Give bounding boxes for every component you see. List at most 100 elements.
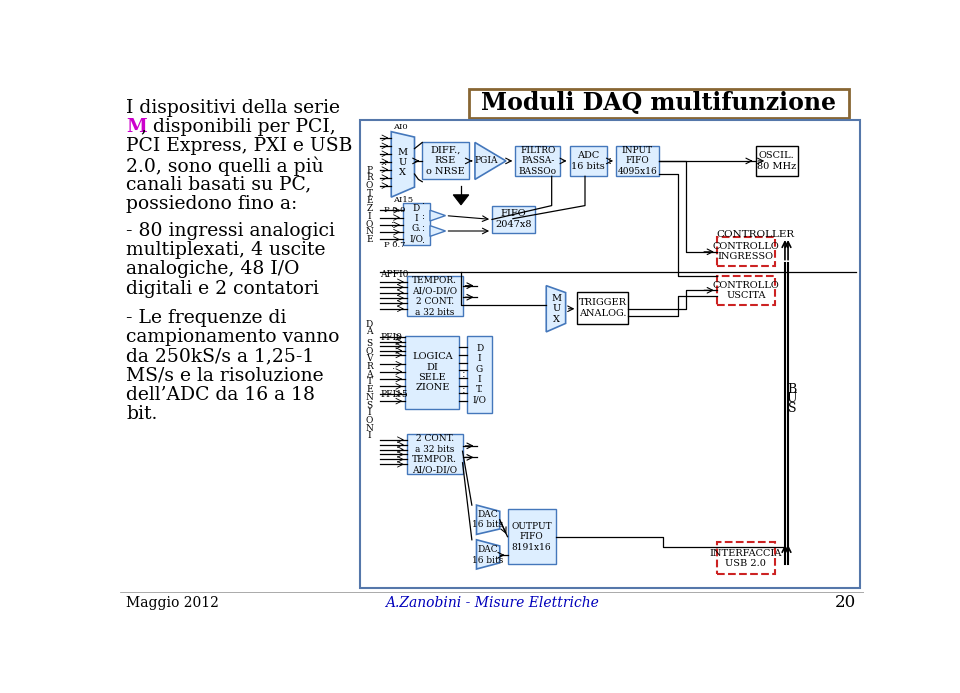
Text: P: P [367, 166, 372, 175]
Text: CONTROLLO
INGRESSO: CONTROLLO INGRESSO [712, 242, 780, 261]
Bar [717, 542, 775, 574]
Text: O: O [366, 181, 373, 190]
Text: M
U
X: M U X [397, 148, 408, 177]
Bar [756, 146, 798, 176]
Polygon shape [430, 226, 445, 236]
Text: OSCIL.
80 MHz: OSCIL. 80 MHz [757, 151, 797, 170]
Text: A: A [367, 370, 372, 378]
Bar [508, 509, 556, 564]
Text: MS/s e la risoluzione: MS/s e la risoluzione [126, 367, 324, 385]
Text: multiplexati, 4 uscite: multiplexati, 4 uscite [126, 241, 325, 259]
Text: :: : [384, 158, 388, 167]
Text: ·
·
·: · · · [422, 199, 425, 232]
Text: PGIA: PGIA [474, 157, 497, 166]
Text: E: E [366, 385, 372, 394]
Text: O: O [366, 416, 373, 425]
Text: 20: 20 [835, 595, 856, 611]
Text: M
U
X: M U X [551, 294, 562, 324]
Text: A: A [367, 327, 372, 336]
Bar [516, 146, 561, 176]
Text: DIFF.,
RSE
o NRSE: DIFF., RSE o NRSE [426, 146, 465, 176]
Text: D
I
G.
I/O: D I G. I/O [409, 204, 423, 244]
Polygon shape [453, 195, 468, 205]
Text: possiedono fino a:: possiedono fino a: [126, 195, 298, 213]
Text: A.Zanobini - Misure Elettriche: A.Zanobini - Misure Elettriche [385, 596, 599, 610]
Text: U: U [786, 392, 797, 405]
Text: S: S [367, 401, 372, 410]
Text: S: S [787, 402, 796, 414]
Text: E: E [366, 197, 372, 205]
Text: I dispositivi della serie: I dispositivi della serie [126, 98, 340, 116]
Text: DAC
16 bits: DAC 16 bits [472, 545, 504, 565]
Text: , disponibili per PCI,: , disponibili per PCI, [141, 118, 336, 136]
Text: - Le frequenze di: - Le frequenze di [126, 309, 287, 327]
Text: APFI0: APFI0 [380, 270, 409, 279]
Text: T: T [367, 378, 372, 387]
Text: 2.0, sono quelli a più: 2.0, sono quelli a più [126, 157, 324, 176]
Polygon shape [546, 286, 565, 332]
Text: :: : [462, 369, 466, 379]
Text: Maggio 2012: Maggio 2012 [126, 596, 219, 610]
Text: - 80 ingressi analogici: - 80 ingressi analogici [126, 222, 335, 240]
Text: CONTROLLER: CONTROLLER [717, 229, 795, 238]
Text: P 0.0: P 0.0 [383, 207, 405, 214]
Text: V: V [367, 354, 372, 363]
Text: R: R [366, 362, 372, 371]
Text: 2 CONT.
a 32 bits
TEMPOR.
AI/O-DI/O: 2 CONT. a 32 bits TEMPOR. AI/O-DI/O [412, 435, 457, 475]
Bar [422, 143, 468, 179]
Text: TEMPOR.
AI/O-DI/O
2 CONT.
a 32 bits: TEMPOR. AI/O-DI/O 2 CONT. a 32 bits [412, 277, 457, 317]
Polygon shape [475, 143, 506, 179]
Text: DAC
16 bits: DAC 16 bits [472, 510, 504, 529]
Text: D: D [366, 319, 373, 328]
Polygon shape [392, 132, 415, 197]
Text: I: I [368, 212, 372, 221]
Bar [403, 202, 430, 245]
Text: O: O [366, 220, 373, 229]
Text: OUTPUT
FIFO
8191x16: OUTPUT FIFO 8191x16 [512, 522, 552, 552]
Bar [407, 277, 463, 317]
Text: O: O [366, 346, 373, 356]
Text: :: : [608, 155, 612, 168]
Bar [616, 146, 659, 176]
Bar [468, 89, 849, 118]
Text: FIFO
2047x8: FIFO 2047x8 [495, 209, 532, 229]
Bar [717, 276, 775, 305]
Bar [577, 292, 628, 324]
Text: bit.: bit. [126, 405, 157, 423]
Text: D
I
G
I
T.
I/O: D I G I T. I/O [472, 344, 487, 405]
Text: P 0.7: P 0.7 [383, 241, 405, 249]
Text: PFI15: PFI15 [380, 389, 408, 398]
Text: T: T [367, 188, 372, 198]
Text: LOGICA
DI
SELE
ZIONE: LOGICA DI SELE ZIONE [412, 352, 452, 392]
Text: PFI0: PFI0 [380, 333, 402, 342]
Text: AI15: AI15 [393, 196, 413, 204]
Bar [405, 335, 460, 409]
Bar [407, 435, 463, 474]
Text: AI0: AI0 [393, 123, 407, 131]
Text: B: B [787, 383, 797, 396]
Text: M: M [126, 118, 147, 136]
Text: ADC
16 bits: ADC 16 bits [571, 151, 605, 170]
Bar [569, 146, 607, 176]
Text: ·
·
·: · · · [422, 214, 425, 247]
Bar [717, 237, 775, 266]
Text: :: : [391, 219, 395, 229]
Text: :: : [392, 365, 396, 376]
Text: I: I [368, 431, 372, 440]
Text: Z: Z [367, 204, 372, 213]
Text: canali basati su PC,: canali basati su PC, [126, 175, 311, 193]
Text: digitali e 2 contatori: digitali e 2 contatori [126, 279, 319, 297]
Text: dell’ADC da 16 a 18: dell’ADC da 16 a 18 [126, 386, 315, 404]
Text: PCI Express, PXI e USB: PCI Express, PXI e USB [126, 137, 352, 155]
Text: analogiche, 48 I/O: analogiche, 48 I/O [126, 261, 300, 279]
Text: E: E [366, 235, 372, 244]
Bar [360, 120, 860, 588]
Text: :: : [462, 385, 466, 394]
Text: I: I [368, 408, 372, 417]
Bar [468, 335, 492, 413]
Text: Moduli DAQ multifunzione: Moduli DAQ multifunzione [481, 91, 836, 115]
Text: N: N [366, 423, 373, 432]
Bar [492, 206, 535, 233]
Text: N: N [366, 393, 373, 402]
Polygon shape [476, 540, 500, 569]
